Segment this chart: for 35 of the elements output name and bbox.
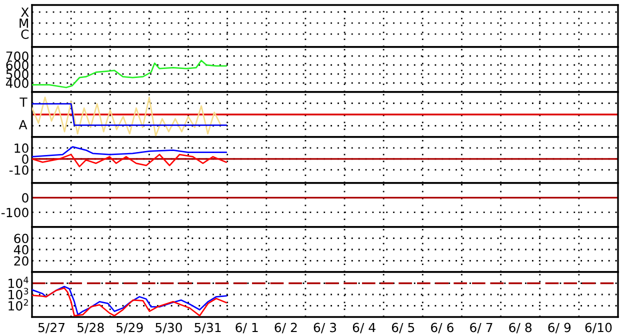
y-tick-label: C bbox=[21, 30, 29, 39]
y-tick-label: 0 bbox=[22, 193, 28, 203]
text: A bbox=[18, 120, 28, 130]
x-tick-label: 6/ 6 bbox=[431, 322, 454, 334]
y-tick-label: -100 bbox=[1, 208, 28, 218]
y-tick-label: 20 bbox=[14, 256, 28, 266]
x-tick-label: 6/ 3 bbox=[314, 322, 336, 334]
x-tick-label: 6/ 4 bbox=[352, 322, 376, 334]
y-tick-label: 10$^{2}$ bbox=[8, 299, 28, 311]
x-tick-label: 5/29 bbox=[116, 322, 143, 334]
y-tick-label: 700 bbox=[6, 51, 28, 61]
x-tick-label: 6/ 7 bbox=[470, 322, 492, 334]
y-tick-label: 60 bbox=[14, 234, 28, 244]
x-tick-label: 6/ 8 bbox=[509, 322, 532, 334]
y-tick-label: 10$^{3}$ bbox=[8, 288, 28, 300]
y-tick-label: 10 bbox=[14, 143, 28, 153]
y-tick-label: X bbox=[21, 8, 29, 17]
text: T bbox=[20, 98, 28, 107]
y-tick-label: M bbox=[20, 18, 28, 28]
y-tick-label: 40 bbox=[14, 244, 28, 254]
x-tick-label: 6/ 5 bbox=[392, 322, 414, 334]
y-tick-label: 600 bbox=[6, 60, 28, 70]
x-tick-label: 5/31 bbox=[194, 322, 221, 334]
x-tick-label: 5/30 bbox=[156, 322, 182, 334]
y-tick-label: -10 bbox=[9, 165, 28, 175]
x-tick-label: 6/ 2 bbox=[274, 322, 297, 334]
x-tick-label: 6/10 bbox=[585, 322, 612, 334]
y-tick-label: 0 bbox=[22, 154, 28, 164]
x-tick-label: 6/ 1 bbox=[236, 322, 258, 334]
x-tick-label: 5/27 bbox=[38, 322, 64, 334]
y-tick-label: 10$^{4}$ bbox=[8, 276, 28, 288]
x-tick-label: 5/28 bbox=[78, 322, 104, 334]
y-tick-label: 500 bbox=[6, 69, 28, 79]
y-tick-label: 400 bbox=[6, 78, 28, 88]
x-tick-label: 6/ 9 bbox=[548, 322, 571, 334]
